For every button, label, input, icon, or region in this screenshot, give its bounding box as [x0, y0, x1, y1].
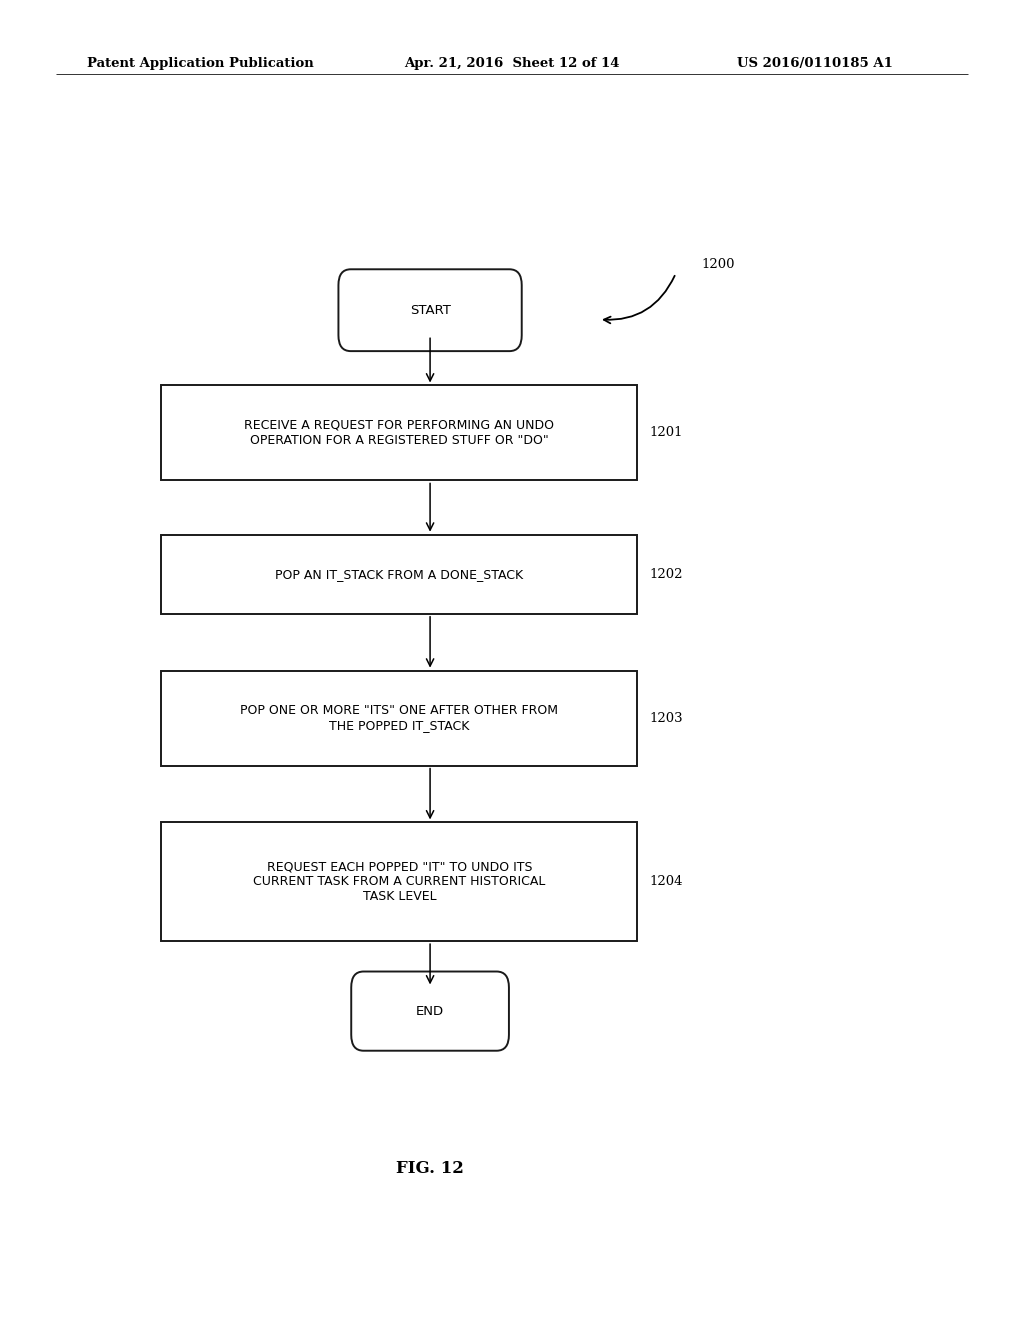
Text: 1204: 1204 — [650, 875, 683, 888]
Text: 1201: 1201 — [650, 426, 683, 440]
Bar — [162, 385, 637, 480]
Bar — [162, 671, 637, 766]
Text: 1202: 1202 — [650, 568, 683, 581]
Text: Patent Application Publication: Patent Application Publication — [87, 57, 313, 70]
Text: START: START — [410, 304, 451, 317]
Text: FIG. 12: FIG. 12 — [396, 1160, 464, 1176]
FancyBboxPatch shape — [338, 269, 521, 351]
Text: 1200: 1200 — [701, 257, 735, 271]
Bar — [162, 822, 637, 941]
FancyBboxPatch shape — [351, 972, 509, 1051]
Text: POP ONE OR MORE "ITS" ONE AFTER OTHER FROM
THE POPPED IT_STACK: POP ONE OR MORE "ITS" ONE AFTER OTHER FR… — [241, 704, 558, 733]
Text: Apr. 21, 2016  Sheet 12 of 14: Apr. 21, 2016 Sheet 12 of 14 — [404, 57, 620, 70]
Text: REQUEST EACH POPPED "IT" TO UNDO ITS
CURRENT TASK FROM A CURRENT HISTORICAL
TASK: REQUEST EACH POPPED "IT" TO UNDO ITS CUR… — [253, 861, 546, 903]
Text: 1203: 1203 — [650, 711, 683, 725]
Text: US 2016/0110185 A1: US 2016/0110185 A1 — [737, 57, 893, 70]
Bar — [162, 535, 637, 614]
Text: END: END — [416, 1005, 444, 1018]
Text: POP AN IT_STACK FROM A DONE_STACK: POP AN IT_STACK FROM A DONE_STACK — [275, 568, 523, 581]
Text: RECEIVE A REQUEST FOR PERFORMING AN UNDO
OPERATION FOR A REGISTERED STUFF OR "DO: RECEIVE A REQUEST FOR PERFORMING AN UNDO… — [245, 418, 554, 447]
